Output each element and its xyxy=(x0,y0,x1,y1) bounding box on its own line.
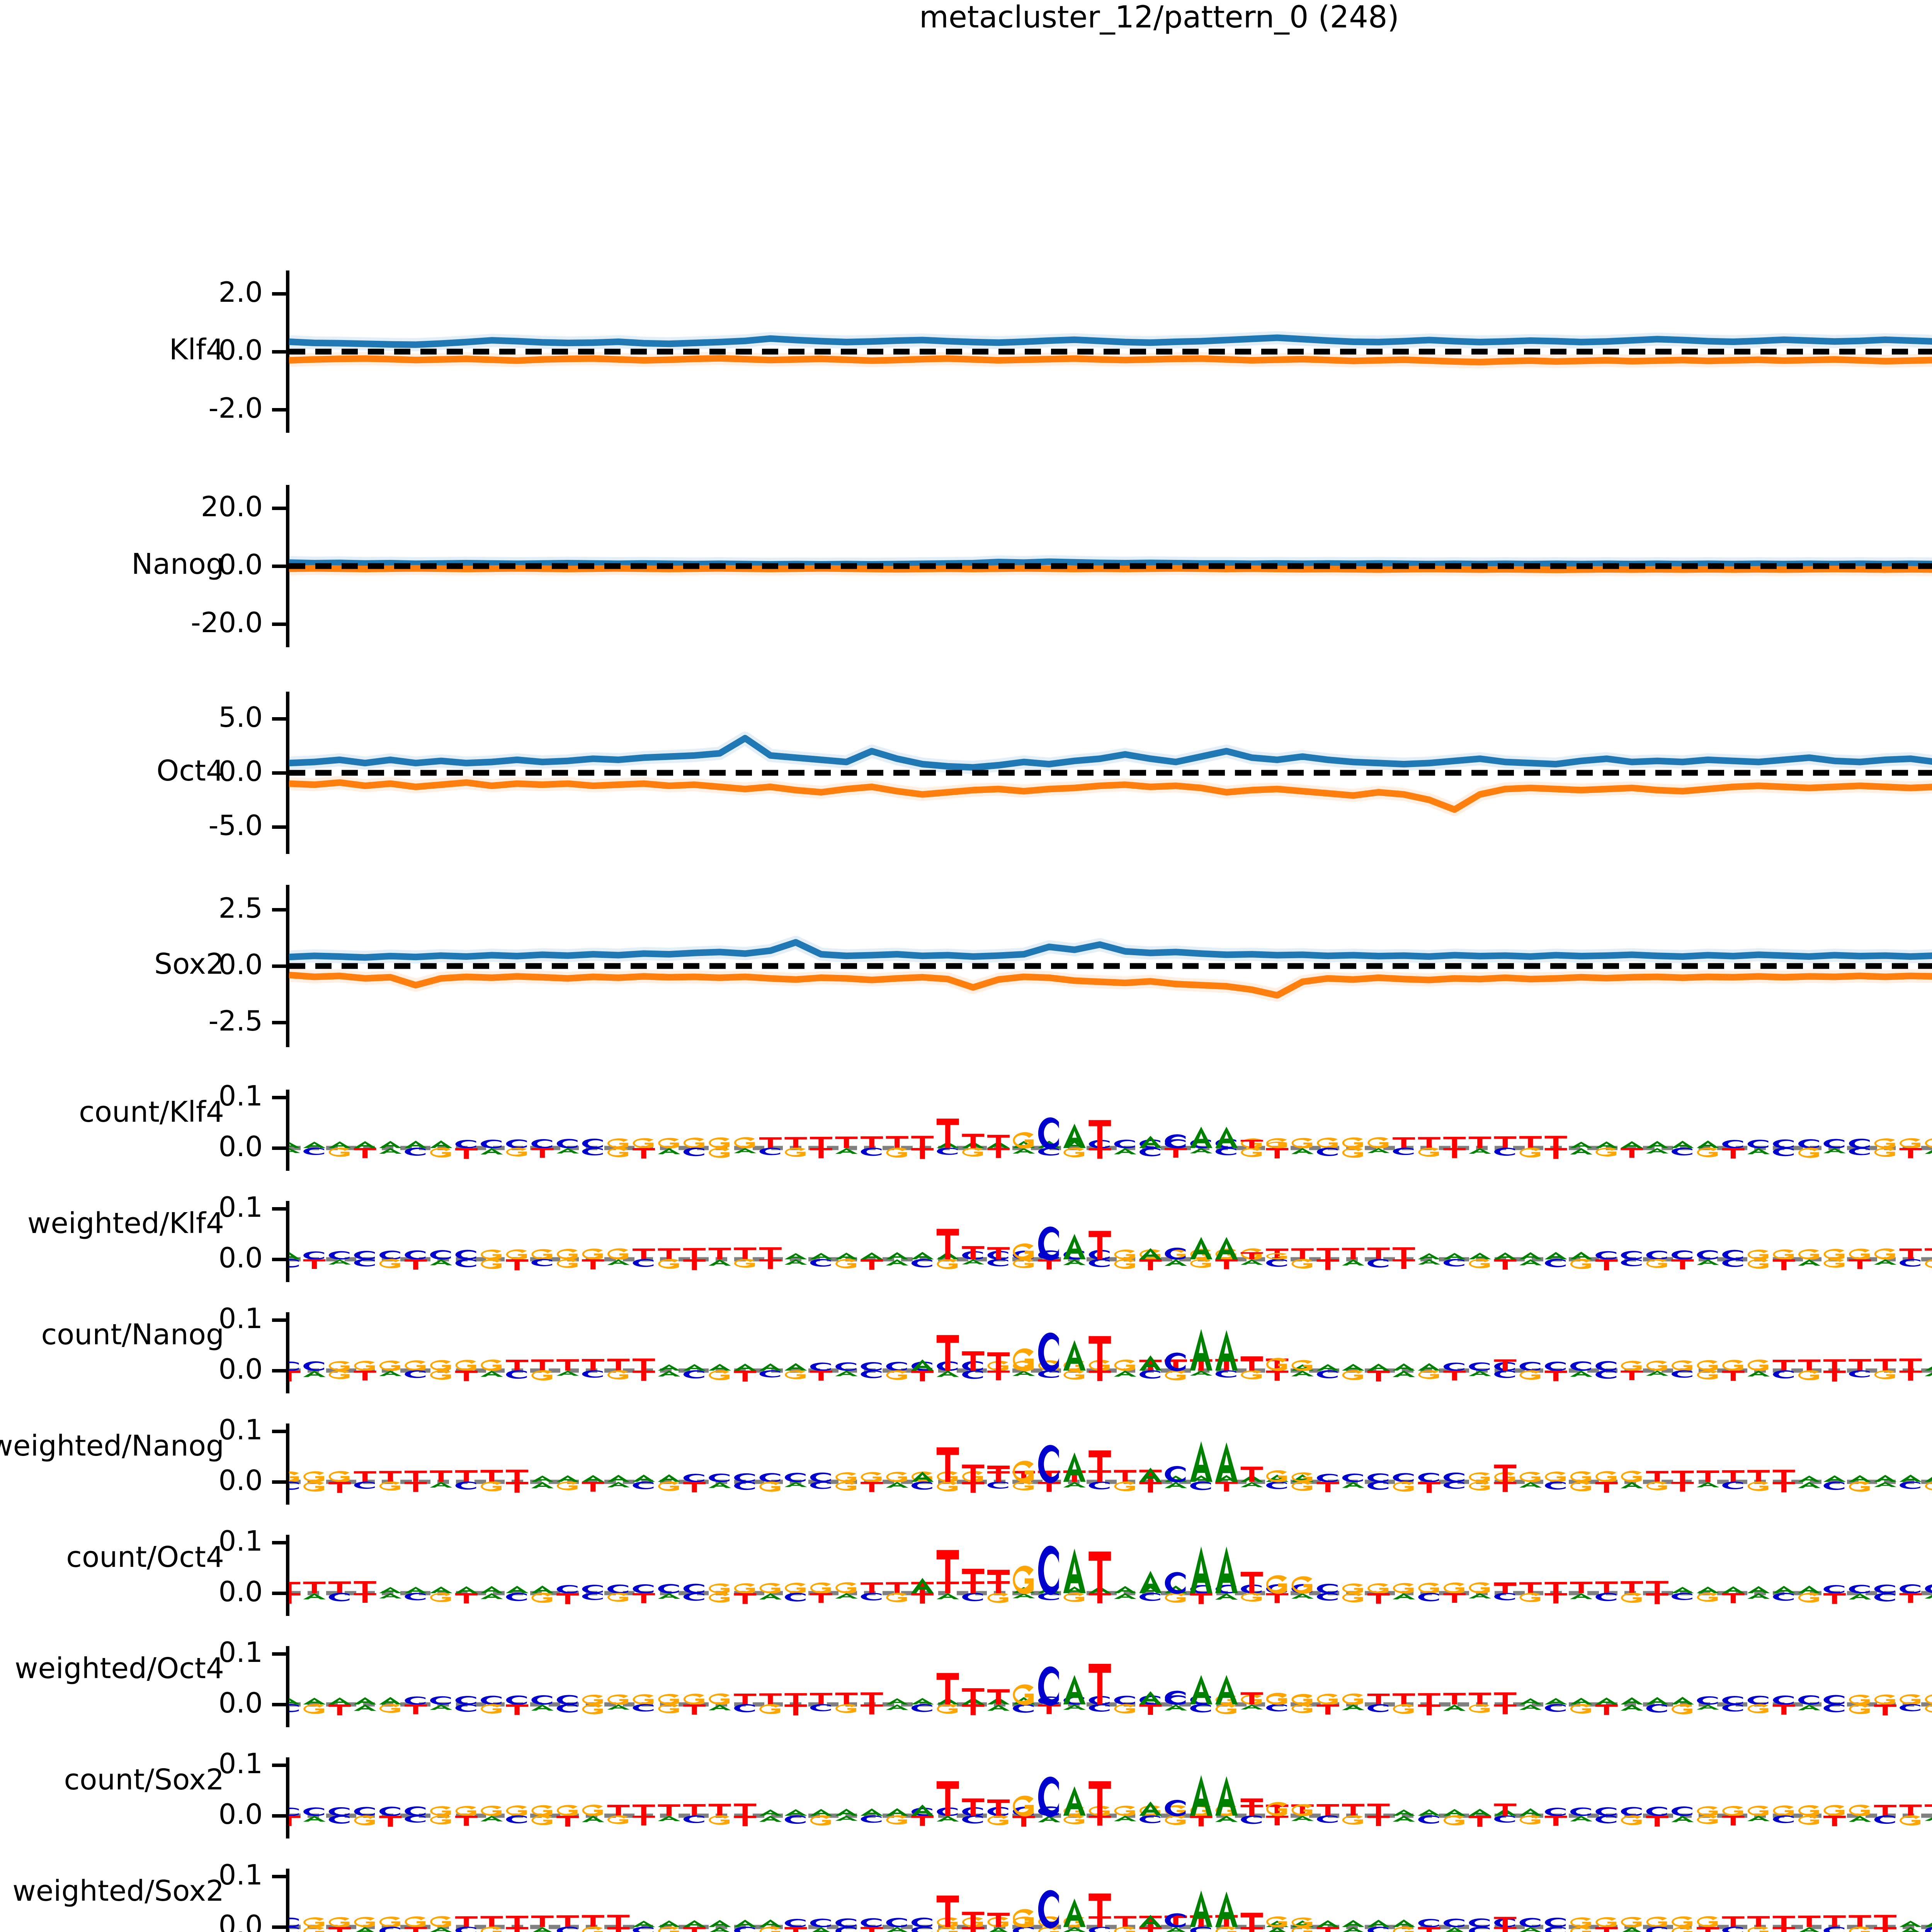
axis-spine-logo-3 xyxy=(286,1423,289,1505)
ytick-mark xyxy=(272,1814,287,1818)
profile-panel-oct4 xyxy=(289,692,1932,854)
ytick-nanog-20: 20.0 xyxy=(201,490,263,523)
axis-spine-sox2 xyxy=(286,885,289,1047)
logo-label-weighted-oct4: weighted/Oct4 xyxy=(15,1652,224,1685)
axis-spine-oct4 xyxy=(286,692,289,854)
logo-label-weighted-klf4: weighted/Klf4 xyxy=(27,1207,224,1240)
ytick-oct4-0: 0.0 xyxy=(218,755,263,787)
ytick-weighted-klf4-0.0: 0.0 xyxy=(218,1241,263,1274)
ytick-mark xyxy=(272,408,287,412)
axis-spine-logo-4 xyxy=(286,1535,289,1616)
ytick-mark xyxy=(272,1020,287,1024)
profile-panel-klf4 xyxy=(289,270,1932,433)
ytick-mark xyxy=(272,507,287,510)
logo-label-count-oct4: count/Oct4 xyxy=(66,1541,224,1574)
ytick-nanog-0: 0.0 xyxy=(218,548,263,581)
profile-label-nanog: Nanog xyxy=(131,548,224,581)
ytick-count-klf4-0.0: 0.0 xyxy=(218,1130,263,1163)
ytick-count-nanog-0.1: 0.1 xyxy=(218,1302,263,1335)
ytick-sox2--2.5: -2.5 xyxy=(208,1004,263,1037)
logo-panel-count-nanog xyxy=(289,1312,1932,1393)
ytick-mark xyxy=(272,1702,287,1706)
ytick-count-oct4-0.0: 0.0 xyxy=(218,1575,263,1608)
logo-panel-weighted-nanog xyxy=(289,1423,1932,1505)
ytick-count-nanog-0.0: 0.0 xyxy=(218,1352,263,1385)
ytick-mark xyxy=(272,1146,287,1150)
ytick-mark xyxy=(272,1763,287,1767)
ytick-mark xyxy=(272,1369,287,1372)
axis-spine-logo-7 xyxy=(286,1869,289,1932)
axis-spine-logo-0 xyxy=(286,1090,289,1171)
ytick-mark xyxy=(272,825,287,829)
ytick-count-sox2-0.0: 0.0 xyxy=(218,1798,263,1830)
ytick-mark xyxy=(272,565,287,568)
ytick-mark xyxy=(272,1095,287,1099)
axis-spine-logo-6 xyxy=(286,1757,289,1838)
ytick-mark xyxy=(272,1925,287,1929)
ytick-klf4-0: 0.0 xyxy=(218,334,263,366)
logo-panel-weighted-oct4 xyxy=(289,1646,1932,1727)
ytick-klf4--2: -2.0 xyxy=(208,392,263,424)
ytick-weighted-sox2-0.0: 0.0 xyxy=(218,1909,263,1932)
axis-spine-logo-2 xyxy=(286,1312,289,1393)
logo-panel-weighted-klf4 xyxy=(289,1201,1932,1282)
ytick-mark xyxy=(272,1207,287,1211)
logo-label-count-nanog: count/Nanog xyxy=(41,1318,224,1351)
ytick-klf4-2: 2.0 xyxy=(218,276,263,308)
ytick-count-oct4-0.1: 0.1 xyxy=(218,1524,263,1557)
ytick-mark xyxy=(272,908,287,912)
logo-panel-weighted-sox2 xyxy=(289,1869,1932,1932)
page-title: metacluster_12/pattern_0 (248) xyxy=(919,0,1399,35)
ytick-count-klf4-0.1: 0.1 xyxy=(218,1079,263,1112)
logo-label-weighted-sox2: weighted/Sox2 xyxy=(12,1874,224,1908)
ytick-weighted-oct4-0.0: 0.0 xyxy=(218,1686,263,1719)
profile-label-klf4: Klf4 xyxy=(169,333,224,366)
logo-panel-count-klf4 xyxy=(289,1090,1932,1171)
ytick-mark xyxy=(272,1652,287,1656)
ytick-weighted-oct4-0.1: 0.1 xyxy=(218,1636,263,1668)
profile-label-oct4: Oct4 xyxy=(156,754,224,787)
ytick-mark xyxy=(272,622,287,626)
ytick-mark xyxy=(272,350,287,354)
ytick-mark xyxy=(272,717,287,721)
ytick-mark xyxy=(272,1591,287,1595)
logo-panel-count-oct4 xyxy=(289,1535,1932,1616)
ytick-mark xyxy=(272,1874,287,1878)
ytick-nanog--20: -20.0 xyxy=(190,606,263,639)
logo-label-count-sox2: count/Sox2 xyxy=(64,1763,224,1796)
ytick-count-sox2-0.1: 0.1 xyxy=(218,1747,263,1780)
ytick-mark xyxy=(272,964,287,968)
ytick-weighted-nanog-0.0: 0.0 xyxy=(218,1464,263,1497)
ytick-weighted-klf4-0.1: 0.1 xyxy=(218,1190,263,1223)
axis-spine-klf4 xyxy=(286,270,289,433)
logo-panel-count-sox2 xyxy=(289,1757,1932,1838)
ytick-mark xyxy=(272,1429,287,1433)
ytick-mark xyxy=(272,1257,287,1261)
ytick-mark xyxy=(272,1480,287,1484)
axis-spine-logo-5 xyxy=(286,1646,289,1727)
axis-spine-nanog xyxy=(286,485,289,647)
ytick-weighted-sox2-0.1: 0.1 xyxy=(218,1858,263,1891)
ytick-mark xyxy=(272,292,287,296)
ytick-mark xyxy=(272,1541,287,1544)
profile-panel-nanog xyxy=(289,485,1932,647)
ytick-mark xyxy=(272,1318,287,1322)
ytick-sox2-0: 0.0 xyxy=(218,948,263,981)
logo-label-count-klf4: count/Klf4 xyxy=(79,1095,224,1129)
logo-label-weighted-nanog: weighted/Nanog xyxy=(0,1429,224,1463)
ytick-oct4--5: -5.0 xyxy=(208,809,263,842)
axis-spine-logo-1 xyxy=(286,1201,289,1282)
ytick-oct4-5: 5.0 xyxy=(218,701,263,733)
ytick-sox2-2.5: 2.5 xyxy=(218,892,263,925)
ytick-weighted-nanog-0.1: 0.1 xyxy=(218,1413,263,1446)
ytick-mark xyxy=(272,771,287,775)
profile-label-sox2: Sox2 xyxy=(154,947,224,981)
profile-panel-sox2 xyxy=(289,885,1932,1047)
